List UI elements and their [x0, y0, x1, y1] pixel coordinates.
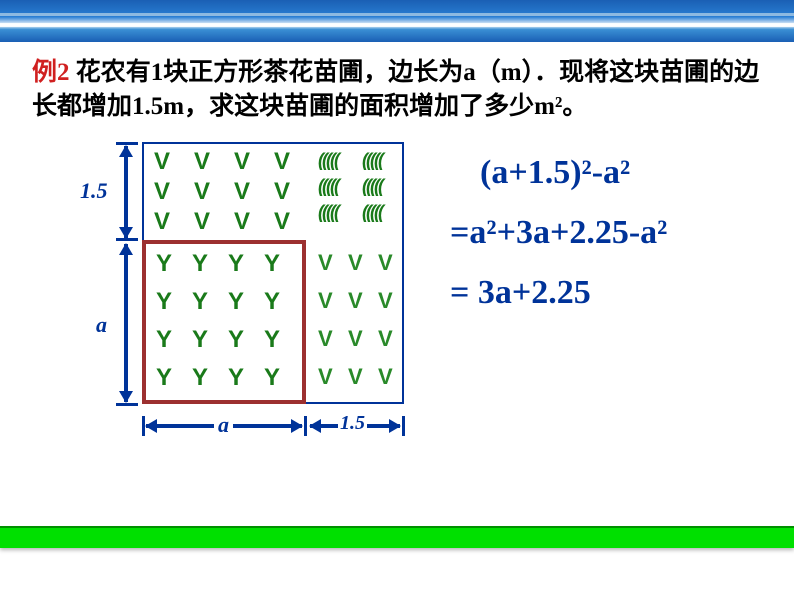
eq-line-1: (a+1.5)²-a² [450, 154, 667, 192]
equation-block: (a+1.5)²-a² =a²+3a+2.25-a² = 3a+2.25 [440, 134, 667, 334]
dim-tick [116, 403, 138, 406]
dim-label-a-left: a [96, 312, 107, 338]
eq-line-2: =a²+3a+2.25-a² [450, 214, 667, 252]
dim-label-1-5: 1.5 [80, 178, 108, 204]
example-label: 例2 [32, 59, 70, 86]
problem-body: 花农有1块正方形茶花苗圃，边长为a（m）．现将这块苗圃的边长都增加1.5m，求这… [32, 59, 759, 120]
dim-tick [116, 238, 138, 241]
dim-tick [304, 416, 307, 436]
dim-tick [142, 416, 145, 436]
dim-label-a-bottom: a [214, 412, 233, 438]
diagram: 1.5 a a 1.5 VVVV VVVV VVVV ((((( ((((( (… [60, 134, 440, 464]
eq-line-3: = 3a+2.25 [450, 274, 667, 312]
slide-banner [0, 0, 794, 42]
content-row: 1.5 a a 1.5 VVVV VVVV VVVV ((((( ((((( (… [0, 134, 794, 464]
dim-label-1-5-bottom: 1.5 [338, 412, 367, 435]
dim-tick [116, 142, 138, 145]
dim-arrow-left-a [124, 244, 128, 402]
dim-tick [402, 416, 405, 436]
problem-statement: 例2 花农有1块正方形茶花苗圃，边长为a（m）．现将这块苗圃的边长都增加1.5m… [0, 42, 794, 134]
dim-arrow-top-left [124, 146, 128, 238]
bottom-green-bar [0, 528, 794, 548]
